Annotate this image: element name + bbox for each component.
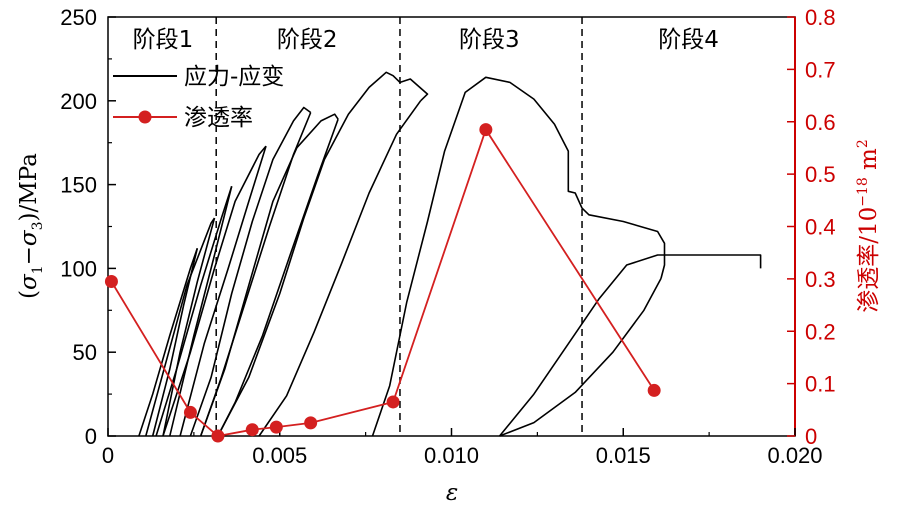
permeability-point-3 <box>211 429 225 443</box>
stress-strain-segment-7 <box>162 145 267 437</box>
x-axis-title: ε <box>446 480 458 506</box>
y2-tick-label: 0.7 <box>805 57 836 82</box>
y2-axis-title: 渗透率/10−18 m2 <box>855 139 882 313</box>
permeability-point-2 <box>183 405 197 419</box>
stage-label-3: 阶段3 <box>459 27 520 53</box>
x-tick-label: 0.020 <box>767 443 822 468</box>
y2-tick-label: 0.2 <box>805 319 836 344</box>
permeability-point-7 <box>386 395 400 409</box>
legend: 应力-应变 渗透率 <box>113 64 284 131</box>
stress-strain-segment-5 <box>155 186 233 437</box>
permeability-point-4 <box>245 423 259 437</box>
stress-strain-segment-14 <box>258 100 422 437</box>
stress-strain-segment-6 <box>169 186 233 437</box>
x-axis-title-text: ε <box>446 480 458 506</box>
stress-strain-segment-13 <box>217 71 429 437</box>
stress-strain-segment-8 <box>179 145 267 437</box>
stress-strain-segment-9 <box>189 106 312 437</box>
y2-tick-label: 0 <box>805 424 817 449</box>
y2-tick-label: 0.4 <box>805 215 836 240</box>
stress-strain-segment-16 <box>499 278 662 437</box>
x-tick-label: 0.010 <box>424 443 479 468</box>
y2-tick-label: 0.5 <box>805 162 836 187</box>
y-tick-label: 50 <box>73 340 97 365</box>
stress-strain-segment-3 <box>145 217 216 437</box>
stage-label-1: 阶段1 <box>133 27 194 53</box>
stage-labels: 阶段1 阶段2 阶段3 阶段4 <box>133 27 719 53</box>
y-tick-label: 0 <box>85 424 97 449</box>
permeability-point-1 <box>104 274 118 288</box>
legend-stress-label: 应力-应变 <box>184 64 284 90</box>
y2-tick-label: 0.3 <box>805 267 836 292</box>
x-tick-label: 0 <box>102 443 114 468</box>
stress-strain-series <box>138 71 762 437</box>
permeability-point-9 <box>647 383 661 397</box>
stress-strain-segment-11 <box>199 113 339 437</box>
legend-perm-marker <box>138 110 152 124</box>
x-tick-label: 0.015 <box>596 443 651 468</box>
x-axis-ticks: 0 0.005 0.010 0.015 0.020 <box>102 428 823 468</box>
permeability-point-6 <box>304 416 318 430</box>
legend-perm-label: 渗透率 <box>184 105 253 131</box>
permeability-point-5 <box>269 420 283 434</box>
stress-strain-segment-15 <box>371 76 666 437</box>
permeability-series <box>104 123 661 443</box>
stress-strain-segment-17 <box>498 254 762 437</box>
y2-axis-title-text: 渗透率/10−18 m2 <box>855 139 882 313</box>
stress-strain-segment-4 <box>162 217 216 437</box>
y-tick-label: 100 <box>60 256 97 281</box>
y-tick-label: 200 <box>60 89 97 114</box>
x-tick-label: 0.005 <box>252 443 307 468</box>
y2-tick-label: 0.8 <box>805 5 836 30</box>
stress-strain-segment-1 <box>138 248 199 437</box>
y2-axis-ticks: 0 0.1 0.2 0.3 0.4 0.5 0.6 0.7 0.8 <box>787 5 836 449</box>
y2-tick-label: 0.1 <box>805 372 836 397</box>
y-axis-title-text: (σ1−σ3)/MPa <box>16 153 46 299</box>
permeability-point-8 <box>479 123 493 137</box>
y-tick-label: 150 <box>60 173 97 198</box>
stage-label-2: 阶段2 <box>277 27 338 53</box>
y-axis-title: (σ1−σ3)/MPa <box>16 153 46 299</box>
y-axis-ticks: 0 50 100 150 200 250 <box>60 5 116 449</box>
stage-label-4: 阶段4 <box>658 27 719 53</box>
y-tick-label: 250 <box>60 5 97 30</box>
y2-tick-label: 0.6 <box>805 110 836 135</box>
stage-boundaries <box>215 17 583 436</box>
